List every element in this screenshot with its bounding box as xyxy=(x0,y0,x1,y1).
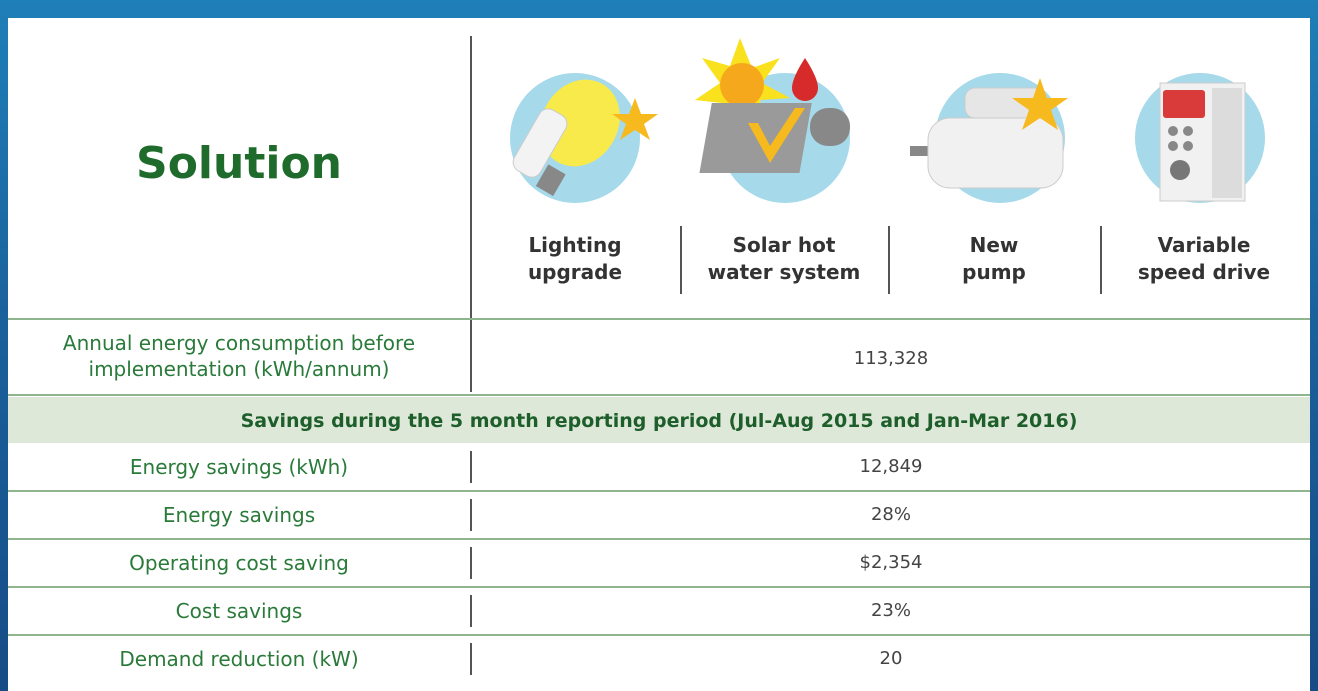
row-label: Cost savings xyxy=(8,598,470,624)
page: {"header": {"title": "Solution", "soluti… xyxy=(0,0,1318,691)
row-value: 12,849 xyxy=(472,456,1310,477)
row-line xyxy=(8,394,1310,396)
icon-vsd xyxy=(1135,73,1265,203)
row-label: Energy savings (kWh) xyxy=(8,454,470,480)
label-line: pump xyxy=(894,259,1094,286)
label-line: Variable xyxy=(1104,232,1304,259)
icon-solar xyxy=(695,38,850,203)
row-value: 28% xyxy=(472,504,1310,525)
row-line xyxy=(8,538,1310,540)
row-line xyxy=(8,490,1310,492)
label-line: New xyxy=(894,232,1094,259)
label-line: speed drive xyxy=(1104,259,1304,286)
section-header: Savings during the 5 month reporting per… xyxy=(8,410,1310,432)
label-line: Solar hot xyxy=(684,232,884,259)
label-line: upgrade xyxy=(475,259,675,286)
icon-pump xyxy=(910,73,1068,203)
row-label: Energy savings xyxy=(8,502,470,528)
label-line: water system xyxy=(684,259,884,286)
icons xyxy=(470,28,1310,228)
row-line xyxy=(8,586,1310,588)
title: Solution xyxy=(8,138,470,189)
row-line xyxy=(8,318,1310,320)
row-label: Demand reduction (kW) xyxy=(8,646,470,672)
row-line xyxy=(8,634,1310,636)
row-value: 113,328 xyxy=(472,348,1310,369)
row-value: 23% xyxy=(472,600,1310,621)
row-label: Annual energy consumption before impleme… xyxy=(8,330,470,382)
icon-lighting xyxy=(510,65,658,203)
row-label: Operating cost saving xyxy=(8,550,470,576)
label-line: Lighting xyxy=(475,232,675,259)
panel: Solution xyxy=(8,18,1310,691)
label-divider xyxy=(888,226,890,294)
row-value: 20 xyxy=(472,648,1310,669)
label-divider xyxy=(1100,226,1102,294)
label-divider xyxy=(680,226,682,294)
row-value: $2,354 xyxy=(472,552,1310,573)
